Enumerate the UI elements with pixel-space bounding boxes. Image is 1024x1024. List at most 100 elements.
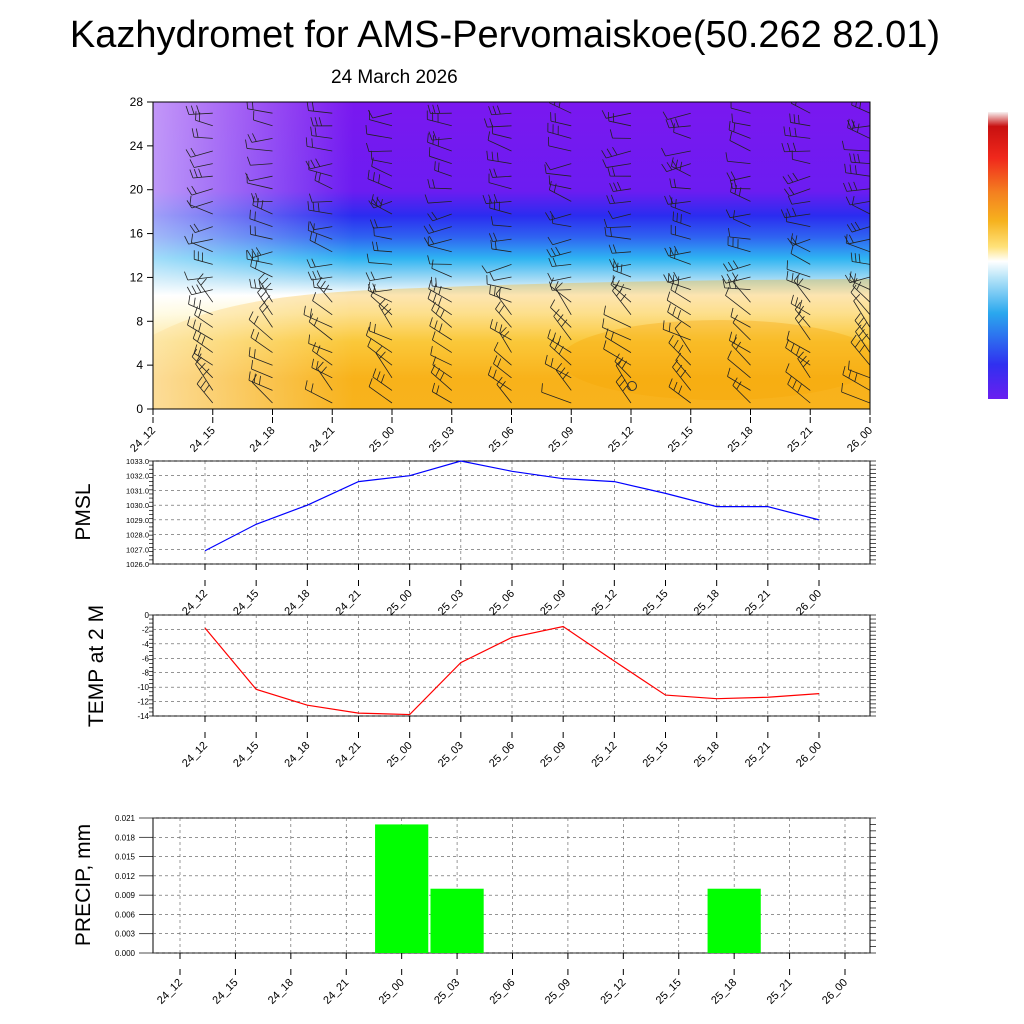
wind-barb (195, 356, 214, 391)
wind-barb (728, 228, 751, 240)
wind-barb (603, 305, 632, 328)
temp-frame (152, 614, 871, 717)
precip-x-tick-label: 26_00 (820, 977, 850, 1007)
precip-x-tick-label: 25_09 (543, 977, 573, 1007)
wind-barb (427, 211, 452, 222)
wind-barb (848, 360, 870, 379)
wind-barb (432, 331, 452, 353)
wind-barb (486, 150, 512, 164)
wind-barb (490, 239, 512, 253)
temp-x-tick-label: 25_00 (385, 740, 415, 770)
precip-x-tick-label: 24_18 (266, 977, 296, 1007)
wind-barb (246, 156, 273, 166)
chart-title: Kazhydromet for AMS-Pervomaiskoe(50.262 … (69, 14, 941, 56)
wind-barb (729, 131, 751, 152)
precip-bar (430, 888, 484, 953)
wind-barb (370, 150, 393, 164)
wind-barb (674, 321, 692, 353)
wind-barb (311, 358, 333, 379)
precip-x-tick-label: 24_21 (321, 977, 351, 1007)
wind-barb (730, 102, 751, 114)
wind-barb (664, 195, 691, 205)
wind-barb (729, 179, 751, 190)
wind-barb (488, 232, 512, 243)
wind-barb (368, 321, 393, 341)
wind-barb (153, 213, 154, 214)
wind-barb (312, 342, 333, 366)
wind-barb (193, 250, 213, 265)
wind-barb (487, 131, 512, 152)
wind-barb (725, 152, 751, 164)
temp-y-tick-label: -6 (142, 654, 150, 663)
wind-barb (669, 178, 691, 190)
wind-barb (663, 271, 691, 283)
wind-barb (193, 344, 213, 366)
cross-x-tick-label: 24_21 (307, 425, 337, 455)
wind-barb (493, 355, 512, 379)
wind-barb (367, 338, 393, 366)
pmsl-panel: 1026.0 1027.0 1028.0 1029.0 1030.0 1031.0 1032… (72, 457, 876, 618)
wind-barb (547, 272, 572, 282)
wind-barb (547, 122, 572, 139)
temp-x-tick-label: 25_12 (589, 740, 619, 770)
cross-x-tick-label: 25_06 (487, 425, 517, 455)
temp-x-tick-label: 25_15 (641, 740, 671, 770)
wind-barb (841, 140, 870, 152)
temp-y-tick-label: -10 (137, 683, 149, 692)
pmsl-x-tick-label: 25_09 (538, 588, 568, 618)
wind-barb (785, 363, 811, 391)
wind-barb (661, 160, 691, 172)
precip-x-tick-label: 25_15 (654, 977, 684, 1007)
pmsl-x-tick-label: 25_00 (385, 588, 415, 618)
pmsl-x-tick-label: 25_21 (743, 588, 773, 618)
precip-x-tick-label: 25_12 (598, 977, 628, 1007)
pmsl-y-tick-label: 1026.0 (126, 560, 149, 569)
wind-barb (727, 236, 751, 253)
precip-bars (375, 824, 761, 953)
wind-barb (551, 214, 572, 227)
wind-barb (781, 142, 811, 153)
wind-barb (845, 196, 870, 206)
wind-barb (842, 365, 870, 391)
wind-barb (186, 200, 213, 209)
wind-barb (555, 282, 572, 316)
precip-frame (152, 817, 871, 954)
wind-barb (786, 260, 811, 278)
wind-barb (305, 137, 333, 152)
cross-section-x-axis: 24_12 24_15 24_18 24_21 25_00 25_03 25_06 25_09… (128, 409, 875, 455)
wind-barb (253, 110, 273, 127)
wind-barb (248, 371, 273, 391)
temp-y-tick-label: -4 (142, 640, 150, 649)
wind-barb (790, 102, 811, 114)
wind-barb (725, 287, 751, 316)
wind-barb (489, 319, 512, 341)
wind-barb (844, 163, 870, 177)
wind-barb (847, 118, 870, 139)
temp-axes: 0 -2 -4 -6 -8 -10 -12 -14 24_12 24_15 24_18 24_21 25… (137, 611, 876, 770)
wind-barb (544, 354, 572, 379)
wind-barb (427, 289, 452, 316)
wind-barb (365, 271, 393, 282)
wind-barb (307, 270, 333, 281)
temp-grid (153, 614, 870, 717)
wind-barb (851, 196, 870, 215)
wind-barb (665, 118, 691, 129)
cross-x-tick-label: 25_15 (666, 425, 696, 455)
precip-panel: 0.000 0.003 0.006 0.009 0.012 0.015 0.018 0.021… (72, 814, 876, 1007)
wind-barb (316, 276, 333, 303)
precip-y-tick-label: 0.012 (115, 872, 136, 881)
wind-barb (153, 251, 154, 253)
wind-barb (153, 226, 154, 227)
wind-barb (489, 168, 512, 178)
wind-barb (548, 181, 572, 202)
wind-barb (549, 281, 572, 291)
cross-x-tick-label: 25_12 (606, 425, 636, 455)
precip-x-tick-label: 25_00 (377, 977, 407, 1007)
wind-barb (725, 209, 751, 219)
wind-barb (245, 172, 273, 182)
precip-y-tick-label: 0.003 (115, 930, 136, 939)
wind-barb (549, 102, 572, 114)
temp-x-tick-label: 25_06 (487, 740, 517, 770)
wind-barb (493, 341, 512, 366)
